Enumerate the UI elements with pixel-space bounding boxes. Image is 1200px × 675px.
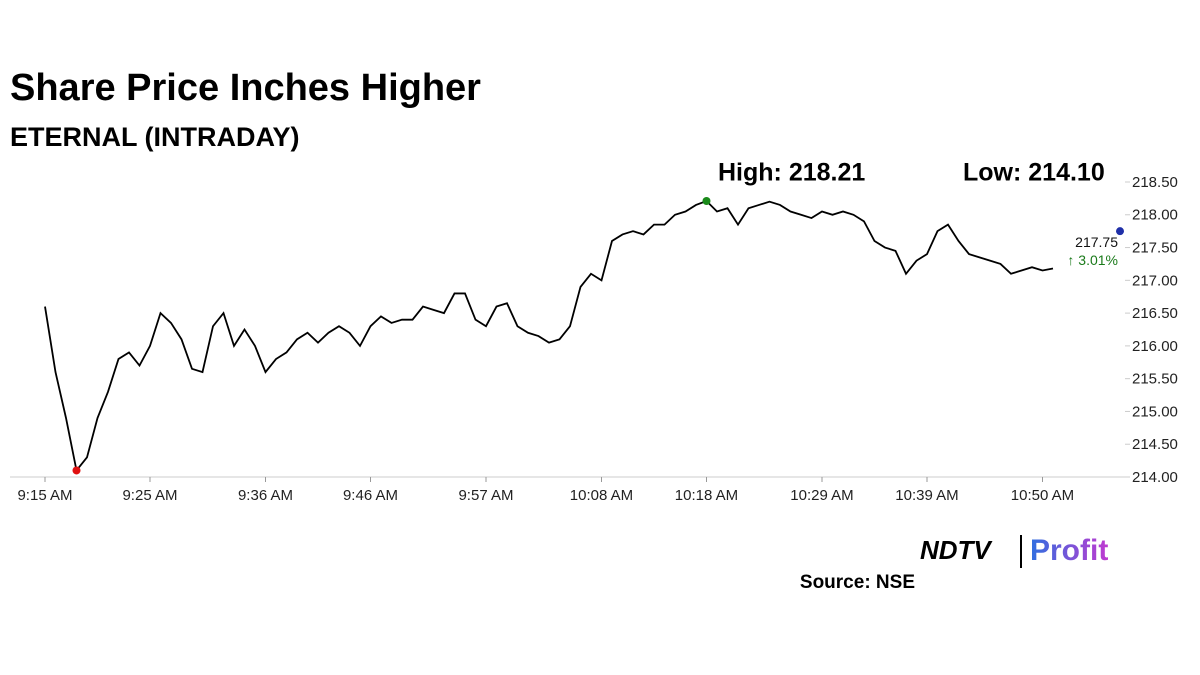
price-line [44, 199, 1054, 473]
y-tick-label: 217.50 [1132, 240, 1178, 257]
high-marker [702, 197, 711, 206]
high-label: High: 218.21 [718, 159, 865, 187]
x-tick-label: 9:25 AM [122, 487, 177, 504]
y-tick-label: 214.00 [1132, 469, 1178, 486]
x-tick-label: 10:50 AM [1011, 487, 1074, 504]
x-tick-label: 9:15 AM [17, 487, 72, 504]
x-tick-label: 9:46 AM [343, 487, 398, 504]
low-label: Low: 214.10 [963, 159, 1105, 187]
x-tick-label: 9:57 AM [458, 487, 513, 504]
source: Source: NSE [800, 572, 915, 593]
x-tick-label: 10:39 AM [895, 487, 958, 504]
y-tick-label: 214.50 [1132, 436, 1178, 453]
x-tick-label: 10:18 AM [675, 487, 738, 504]
y-tick-label: 215.50 [1132, 371, 1178, 388]
y-tick-label: 216.50 [1132, 305, 1178, 322]
last-price-marker [1116, 227, 1124, 236]
x-tick-label: 10:08 AM [570, 487, 633, 504]
y-tick-label: 217.00 [1132, 272, 1178, 289]
logo-product: Profit [1030, 534, 1108, 567]
logo-brand: NDTV [920, 535, 993, 565]
low-marker [72, 466, 81, 475]
last-price-label: 217.75 [1075, 234, 1118, 250]
change-label: ↑ 3.01% [1067, 252, 1118, 268]
x-tick-label: 10:29 AM [790, 487, 853, 504]
y-tick-label: 218.50 [1132, 174, 1178, 191]
chart-title: Share Price Inches Higher [10, 67, 481, 109]
y-tick-label: 215.00 [1132, 403, 1178, 420]
chart-subtitle: ETERNAL (INTRADAY) [10, 122, 300, 152]
x-tick-label: 9:36 AM [238, 487, 293, 504]
y-tick-label: 216.00 [1132, 338, 1178, 355]
y-tick-label: 218.00 [1132, 207, 1178, 224]
